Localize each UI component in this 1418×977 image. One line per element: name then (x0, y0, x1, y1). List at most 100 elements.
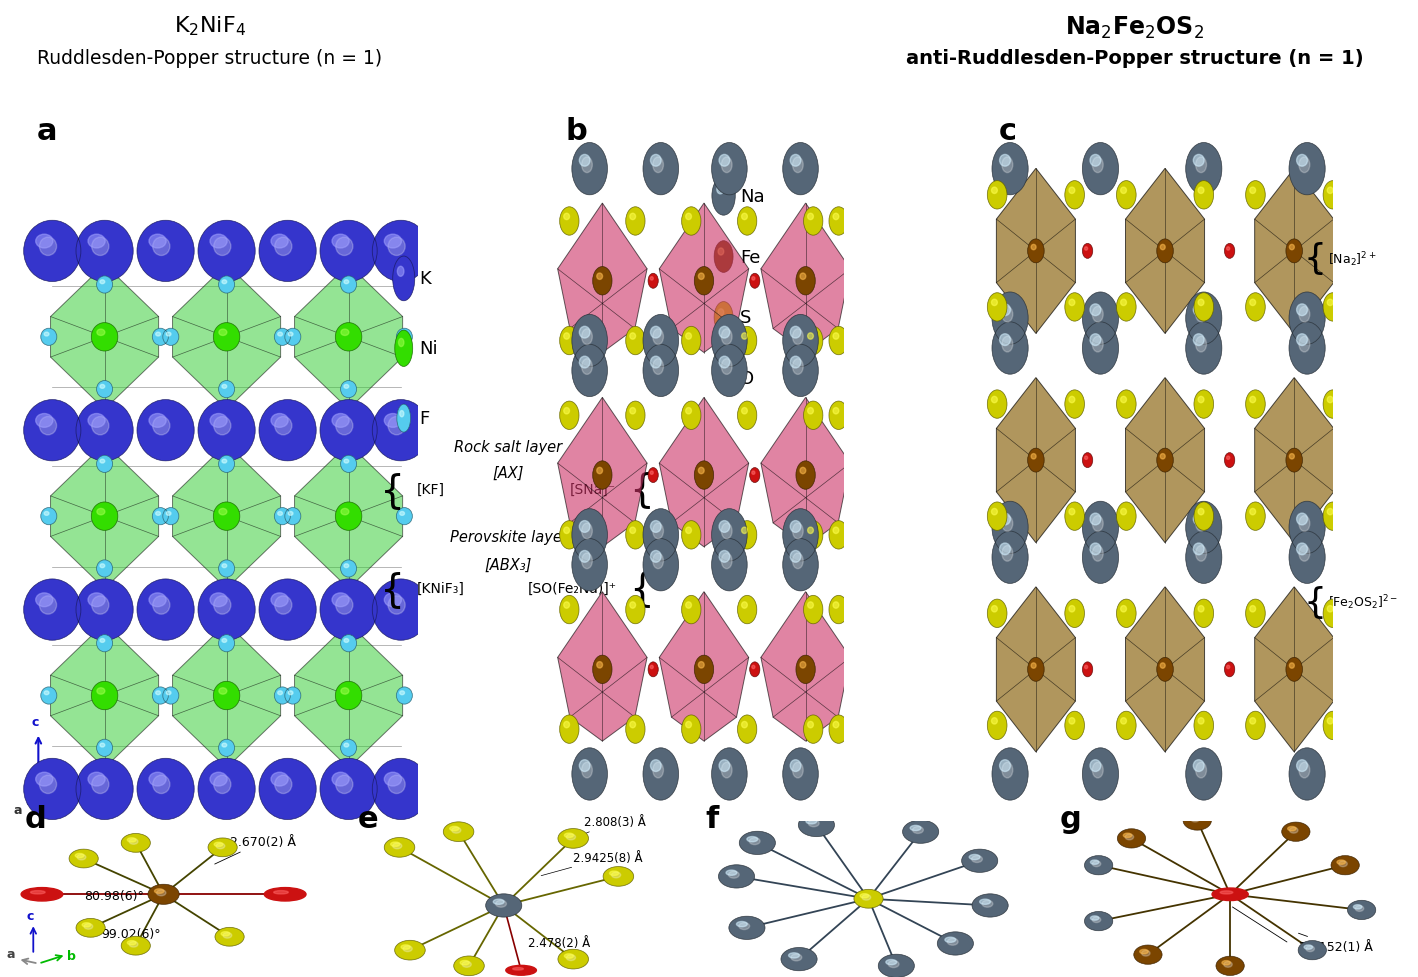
Circle shape (1299, 157, 1310, 173)
Circle shape (214, 596, 231, 615)
Circle shape (581, 524, 593, 539)
Circle shape (320, 401, 377, 461)
Ellipse shape (564, 214, 570, 221)
Circle shape (340, 276, 356, 294)
Ellipse shape (832, 528, 839, 534)
Ellipse shape (580, 327, 590, 339)
Text: 2.9425(8) Å: 2.9425(8) Å (542, 851, 642, 875)
Ellipse shape (832, 333, 839, 340)
Ellipse shape (223, 385, 227, 389)
Ellipse shape (44, 512, 50, 516)
Ellipse shape (718, 310, 723, 317)
Circle shape (571, 539, 607, 591)
Ellipse shape (747, 836, 757, 842)
Ellipse shape (1120, 188, 1126, 194)
Circle shape (712, 748, 747, 800)
Text: e: e (357, 804, 379, 833)
Circle shape (129, 942, 138, 947)
Circle shape (77, 758, 133, 820)
Circle shape (642, 748, 679, 800)
Ellipse shape (332, 773, 349, 786)
Ellipse shape (1000, 760, 1011, 772)
Circle shape (389, 417, 406, 436)
Circle shape (625, 715, 645, 743)
Ellipse shape (99, 460, 105, 463)
Circle shape (1116, 182, 1136, 210)
Ellipse shape (156, 512, 160, 516)
Circle shape (1116, 502, 1136, 531)
Circle shape (1082, 144, 1119, 195)
Circle shape (593, 461, 613, 489)
Text: f: f (705, 804, 719, 833)
Circle shape (397, 404, 411, 433)
Circle shape (1282, 823, 1310, 841)
Circle shape (712, 539, 747, 591)
Circle shape (1185, 144, 1222, 195)
Ellipse shape (1090, 334, 1100, 346)
Circle shape (718, 368, 730, 390)
Ellipse shape (345, 385, 349, 389)
Circle shape (92, 596, 109, 615)
Circle shape (462, 961, 471, 967)
Circle shape (340, 740, 356, 756)
Ellipse shape (1123, 833, 1132, 837)
Ellipse shape (752, 472, 754, 475)
Ellipse shape (564, 722, 570, 728)
Text: 2.478(2) Å: 2.478(2) Å (527, 936, 590, 949)
Circle shape (783, 144, 818, 195)
Ellipse shape (736, 921, 747, 927)
Ellipse shape (1069, 509, 1075, 515)
Ellipse shape (1090, 860, 1099, 865)
Ellipse shape (808, 722, 814, 728)
Circle shape (1082, 322, 1119, 375)
Circle shape (993, 531, 1028, 584)
Ellipse shape (742, 722, 747, 728)
Circle shape (384, 837, 415, 857)
Ellipse shape (1288, 827, 1296, 830)
Circle shape (393, 257, 414, 302)
Polygon shape (1255, 378, 1334, 543)
Circle shape (648, 662, 658, 677)
Circle shape (335, 323, 362, 352)
Circle shape (218, 560, 234, 577)
Ellipse shape (1198, 509, 1204, 515)
Ellipse shape (752, 277, 754, 280)
Ellipse shape (1120, 300, 1126, 306)
Circle shape (560, 596, 579, 624)
Circle shape (1082, 502, 1119, 554)
Ellipse shape (149, 414, 166, 428)
Circle shape (1117, 828, 1146, 848)
Circle shape (1217, 956, 1244, 975)
Ellipse shape (99, 564, 105, 568)
Ellipse shape (832, 408, 839, 414)
Circle shape (274, 329, 291, 346)
Circle shape (152, 329, 169, 346)
Ellipse shape (580, 760, 590, 772)
Circle shape (223, 933, 231, 938)
Circle shape (1195, 157, 1207, 173)
Ellipse shape (1069, 300, 1075, 306)
Ellipse shape (686, 602, 692, 609)
Ellipse shape (345, 639, 349, 643)
Circle shape (40, 596, 57, 615)
Circle shape (1065, 600, 1085, 628)
Circle shape (1065, 391, 1085, 419)
Circle shape (373, 401, 430, 461)
Ellipse shape (719, 760, 730, 772)
Ellipse shape (271, 593, 288, 607)
Circle shape (335, 502, 362, 531)
Circle shape (830, 327, 848, 356)
Circle shape (987, 293, 1007, 321)
Circle shape (259, 401, 316, 461)
Circle shape (1195, 762, 1207, 778)
Circle shape (993, 748, 1028, 800)
Circle shape (1082, 531, 1119, 584)
Circle shape (749, 838, 760, 845)
Ellipse shape (980, 899, 991, 905)
Ellipse shape (88, 414, 105, 428)
Circle shape (793, 553, 803, 569)
Circle shape (218, 456, 234, 473)
Ellipse shape (1194, 155, 1204, 167)
Circle shape (1323, 182, 1343, 210)
Circle shape (340, 456, 356, 473)
